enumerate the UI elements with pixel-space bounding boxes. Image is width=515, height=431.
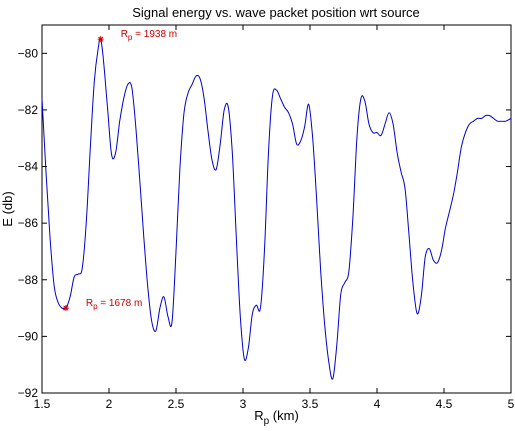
x-tick-label: 1.5 [34, 397, 51, 411]
series-line [41, 38, 512, 380]
annotation-label: Rp = 1938 m [121, 29, 177, 42]
y-tick-label: −90 [18, 329, 39, 343]
x-axis: 1.5 2 2.5 3 3.5 4 4.5 5 [34, 25, 515, 411]
x-tick-label: 2 [106, 397, 113, 411]
y-axis-label: E (db) [0, 191, 15, 226]
annotation-marker [62, 305, 69, 312]
x-axis-label: Rp (km) [254, 408, 299, 427]
y-tick-label: −80 [18, 46, 39, 60]
x-axis-label-sub: p [264, 416, 270, 427]
y-tick-label: −92 [18, 386, 39, 400]
y-tick-label: −86 [18, 216, 39, 230]
x-tick-label: 4 [374, 397, 381, 411]
x-tick-label: 3 [240, 397, 247, 411]
x-tick-label: 3.5 [302, 397, 319, 411]
y-tick-label: −82 [18, 103, 39, 117]
x-tick-label: 2.5 [168, 397, 185, 411]
y-tick-label: −88 [18, 273, 39, 287]
annotation-marker [97, 36, 104, 43]
x-axis-label-unit: (km) [269, 408, 299, 423]
x-axis-label-main: R [254, 408, 263, 423]
chart-title: Signal energy vs. wave packet position w… [132, 5, 420, 20]
plot-frame [41, 24, 512, 394]
y-axis: −92 −90 −88 −86 −84 −82 −80 [18, 46, 511, 400]
y-tick-label: −84 [18, 160, 39, 174]
annotation-label: Rp = 1678 m [86, 298, 142, 311]
x-tick-label: 5 [508, 397, 515, 411]
annotations: Rp = 1938 m Rp = 1678 m [62, 29, 177, 312]
plot-area [41, 24, 512, 394]
x-tick-label: 4.5 [436, 397, 453, 411]
